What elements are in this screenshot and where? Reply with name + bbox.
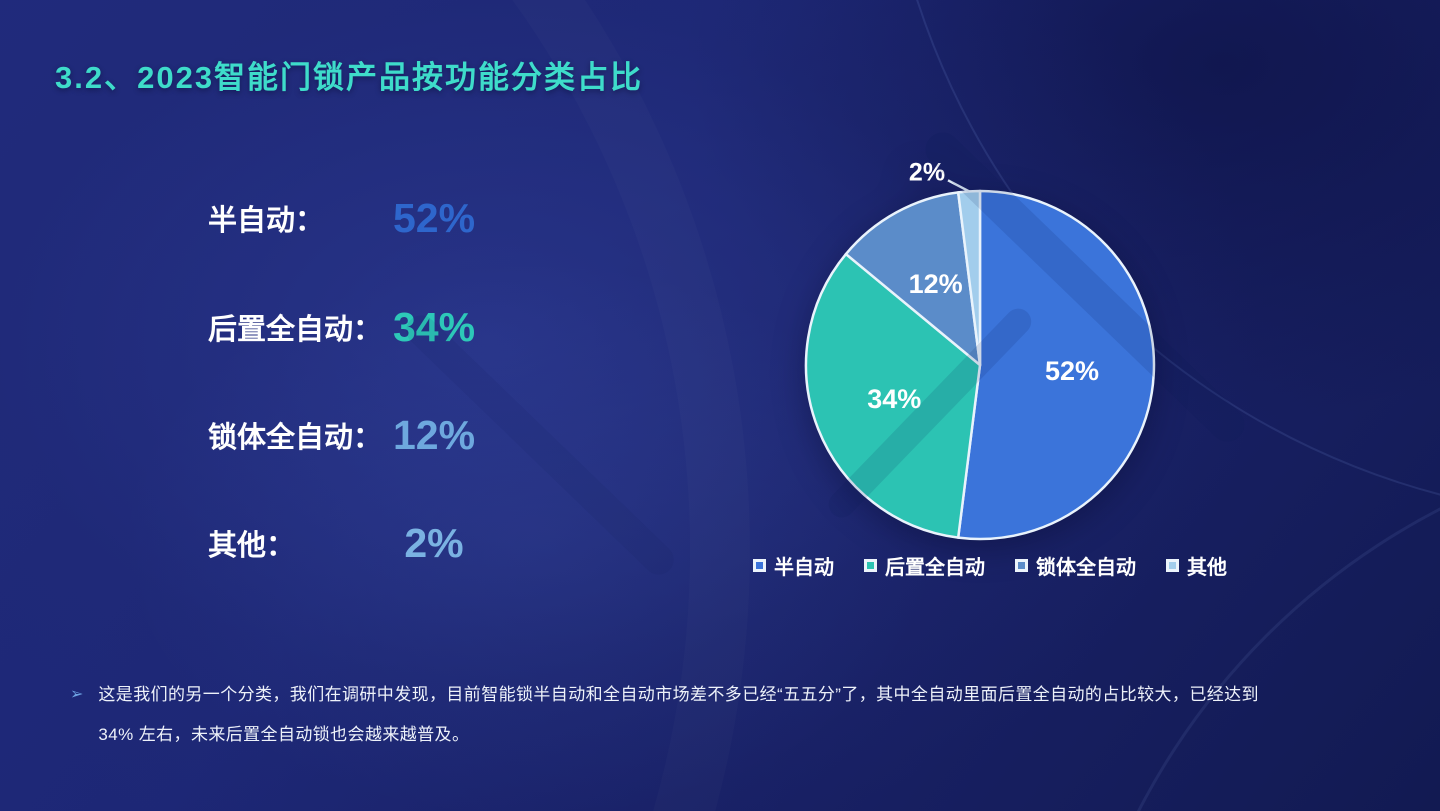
legend-item-lockbody-full-auto: 锁体全自动 <box>1015 551 1136 580</box>
pie-data-label: 2% <box>909 158 945 186</box>
pie-slice-后置全自动 <box>804 252 982 539</box>
legend-swatch <box>1166 559 1179 572</box>
footnote-line-2: 34% 左右，未来后置全自动锁也会越来越普及。 <box>98 725 470 744</box>
footnote: ➢ 这是我们的另一个分类，我们在调研中发现，目前智能锁半自动和全自动市场差不多已… <box>70 675 1410 755</box>
stat-label: 后置全自动： <box>208 314 383 346</box>
stat-label: 半自动： <box>208 205 325 237</box>
arrow-bullet-icon: ➢ <box>70 686 84 703</box>
pie-data-label: 12% <box>909 269 963 299</box>
stat-row-rear-full-auto: 后置全自动： 34% <box>208 299 478 355</box>
stat-value: 52% <box>392 194 476 241</box>
stat-label: 锁体全自动： <box>208 422 383 454</box>
pie-slice-锁体全自动 <box>844 191 982 367</box>
footnote-line-1: 这是我们的另一个分类，我们在调研中发现，目前智能锁半自动和全自动市场差不多已经“… <box>98 685 1259 704</box>
legend-label: 后置全自动 <box>885 557 985 579</box>
stat-row-other: 其他： 2% <box>208 515 478 571</box>
stat-row-lockbody-full-auto: 锁体全自动： 12% <box>208 407 478 463</box>
stat-value: 12% <box>392 411 476 458</box>
legend-swatch <box>753 559 766 572</box>
stat-row-semi-auto: 半自动： 52% <box>208 190 478 246</box>
legend-item-rear-full-auto: 后置全自动 <box>864 551 985 580</box>
pie-data-label: 34% <box>867 384 921 414</box>
pie-data-label: 52% <box>1045 356 1099 386</box>
legend-label: 半自动 <box>774 557 834 579</box>
footnote-text: 这是我们的另一个分类，我们在调研中发现，目前智能锁半自动和全自动市场差不多已经“… <box>98 675 1259 755</box>
pie-chart: 52% 34% 12% 2% <box>804 158 1156 541</box>
legend-item-semi-auto: 半自动 <box>753 551 834 580</box>
legend-swatch <box>864 559 877 572</box>
pie-slice-半自动 <box>956 189 1156 541</box>
label-leader-line <box>947 179 970 193</box>
chart-legend: 半自动 后置全自动 锁体全自动 其他 <box>720 551 1260 580</box>
legend-label: 锁体全自动 <box>1036 557 1136 579</box>
stat-value: 2% <box>404 519 464 566</box>
legend-label: 其他 <box>1187 557 1227 579</box>
legend-item-other: 其他 <box>1166 551 1227 580</box>
stat-label: 其他： <box>208 530 296 562</box>
stat-value: 34% <box>392 303 476 350</box>
pie-slice-其他 <box>956 189 982 367</box>
legend-swatch <box>1015 559 1028 572</box>
page-title: 3.2、2023智能门锁产品按功能分类占比 <box>55 60 644 95</box>
